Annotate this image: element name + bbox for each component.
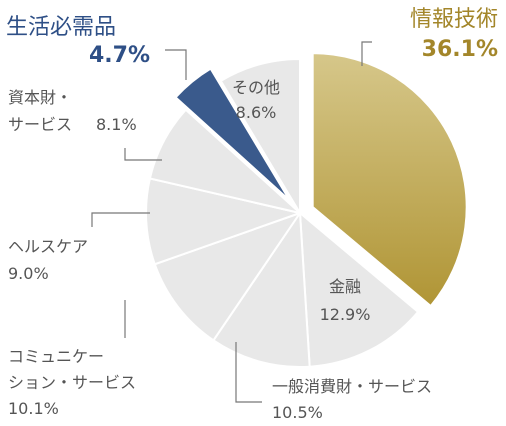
leader-line-6 [124,148,162,161]
slice-label-8: その他 [232,78,280,97]
slice-label-4-line-1: コミュニケー [8,347,104,366]
slice-value-6: 8.1% [96,115,137,134]
leader-line-1 [361,41,372,66]
pie-slice-6 [148,108,304,215]
leader-line-7 [165,49,187,80]
slice-value-3: 10.5% [272,403,323,422]
leader-lines [91,41,372,403]
slice-value-8: 8.6% [236,103,277,122]
leader-line-3 [235,342,262,403]
pie-slice-4 [153,211,303,342]
slice-label-7: 生活必需品 [6,15,116,40]
slice-label-6-line-1: 資本財・ [8,88,72,107]
pie-slices [145,52,468,368]
slice-label-1: 情報技術 [410,7,498,32]
pie-slice-1 [311,52,468,308]
slice-value-7: 4.7% [89,43,150,68]
slice-label-3: 一般消費財・サービス [272,377,432,396]
slice-label-6-line-2: サービス [8,115,72,134]
pie-slice-3 [212,210,311,368]
slice-label-2: 金融 [329,277,361,296]
slice-value-5: 9.0% [8,264,49,283]
pie-slice-5 [145,177,304,266]
slice-label-5: ヘルスケア [8,237,88,256]
pie-slice-2 [298,210,420,368]
slice-label-4-line-2: ション・サービス [8,373,136,392]
slice-value-2: 12.9% [320,305,371,324]
slice-value-1: 36.1% [422,37,498,62]
slice-value-4: 10.1% [8,399,59,418]
leader-line-5 [91,212,150,227]
pie-slice-8 [219,57,301,217]
pie-slice-7 [174,67,291,202]
slice-labels: 情報技術 36.1% 金融 12.9% 一般消費財・サービス 10.5% コミュニケーション… [6,7,498,422]
